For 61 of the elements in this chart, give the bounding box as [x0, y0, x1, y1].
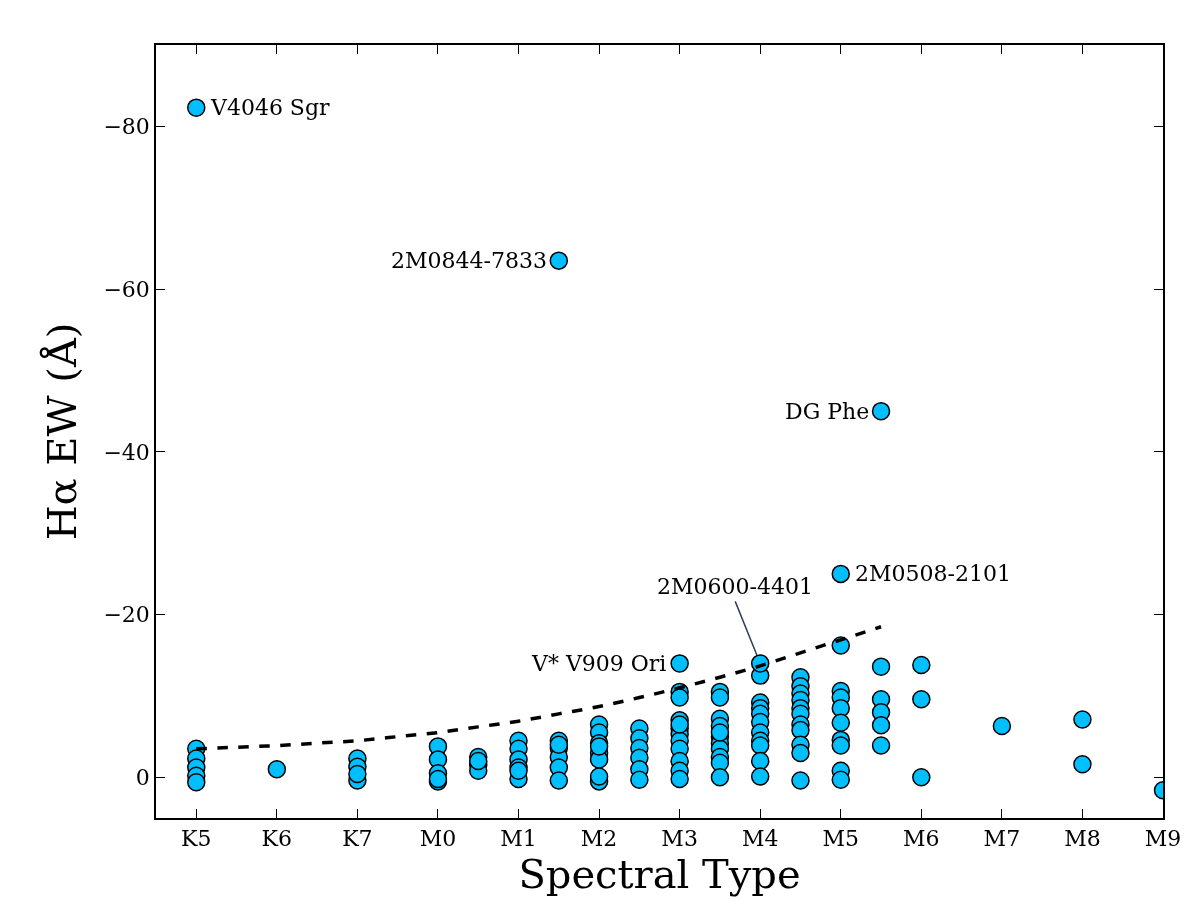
x-tick-label: M6: [903, 826, 940, 852]
series-label: V4046 Sgr: [210, 95, 331, 120]
x-tick-label: M8: [1064, 826, 1101, 852]
point: [871, 736, 891, 755]
point: [1073, 710, 1092, 729]
point: [871, 657, 891, 676]
x-tick-label: M1: [500, 826, 537, 852]
point: [750, 736, 770, 755]
x-tick-label: M0: [419, 826, 457, 852]
point: [710, 688, 730, 707]
y-tick-label: −20: [103, 602, 150, 628]
x-axis-title: Spectral Type: [518, 851, 801, 898]
point: [710, 723, 730, 742]
point: [549, 251, 569, 270]
y-tick-label: −80: [103, 114, 150, 140]
point: [267, 759, 287, 779]
point: [791, 743, 810, 763]
point: [670, 688, 689, 707]
point: [469, 751, 488, 771]
point: [912, 689, 931, 709]
point: [549, 771, 569, 790]
x-tick-label: K5: [181, 826, 212, 852]
point: [630, 770, 649, 789]
x-tick-label: M4: [741, 826, 779, 852]
point: [992, 716, 1012, 736]
point: [509, 761, 528, 781]
point: [187, 772, 206, 792]
x-tick-label: M9: [1144, 826, 1182, 852]
point: [710, 768, 730, 787]
point: [670, 769, 689, 789]
point: [1073, 755, 1092, 774]
y-tick-label: −60: [103, 276, 150, 302]
point: [589, 767, 609, 786]
point: [187, 98, 206, 117]
x-tick-label: K6: [261, 826, 293, 852]
point: [791, 771, 810, 790]
point: [750, 751, 770, 771]
point: [912, 655, 931, 675]
point: [871, 401, 891, 421]
series-label: V* V909 Ori: [531, 651, 667, 676]
text: 2M0600-4401: [657, 574, 813, 599]
x-tick-label: M2: [580, 826, 618, 852]
y-tick-label: 0: [135, 765, 150, 791]
point: [871, 715, 891, 735]
series-label: 2M0844-7833: [391, 248, 547, 273]
y-axis-title: Hα EW (Å): [39, 322, 86, 541]
series-label: DG Phe: [785, 399, 870, 424]
y-tick-label: −40: [103, 439, 150, 465]
point: [831, 770, 851, 789]
point: [912, 768, 931, 787]
point: [831, 713, 851, 733]
x-tick-label: M3: [661, 826, 698, 852]
x-tick-label: M5: [822, 826, 860, 852]
point: [831, 736, 851, 755]
point: [670, 654, 689, 673]
point: [750, 767, 770, 786]
point: [348, 764, 367, 784]
series-label: 2M0508-2101: [855, 561, 1011, 586]
point: [831, 564, 851, 584]
x-tick-label: M7: [983, 826, 1021, 852]
x-tick-label: K7: [342, 826, 373, 852]
